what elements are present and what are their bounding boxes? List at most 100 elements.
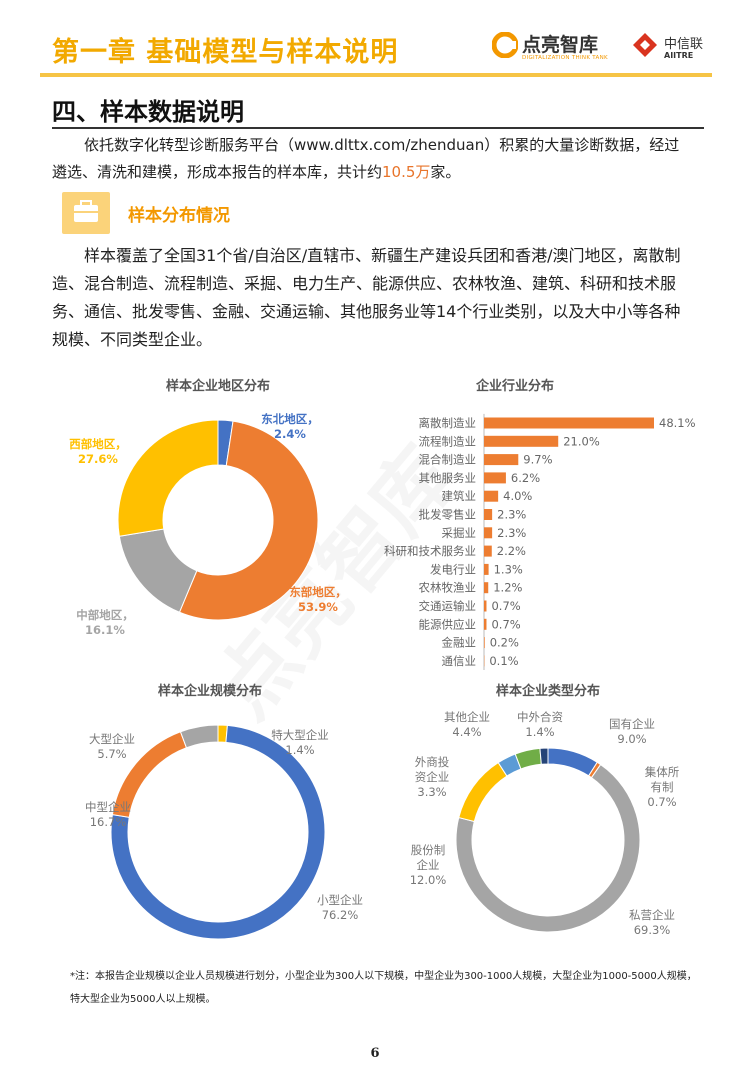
chart-title: 样本企业类型分布: [496, 683, 600, 699]
category-label: 通信业: [442, 654, 477, 668]
data-label: 东北地区， 2.4%: [250, 412, 330, 442]
category-label: 西部地区，: [69, 437, 127, 451]
value-label: 6.2%: [511, 471, 540, 485]
category-label: 其他企业: [444, 710, 490, 724]
bar: [484, 472, 506, 484]
category-label: 中部地区，: [76, 608, 134, 622]
subsection-title: 样本分布情况: [128, 206, 230, 226]
data-label: 集体所有制 0.7%: [642, 765, 682, 810]
donut-segment: [539, 747, 549, 765]
logo-icon: [492, 32, 518, 58]
data-label: 中外合资 1.4%: [505, 710, 575, 740]
value-label: 21.0%: [563, 434, 600, 448]
donut-segment: [178, 420, 319, 621]
category-label: 小型企业: [317, 893, 363, 907]
value-label: 2.4%: [274, 427, 306, 441]
donut-segment: [458, 761, 508, 823]
data-label: 大型企业 5.7%: [77, 732, 147, 762]
data-label: 小型企业 76.2%: [305, 893, 375, 923]
value-label: 0.7%: [647, 795, 677, 809]
value-label: 2.2%: [497, 544, 526, 558]
donut-segment: [547, 747, 598, 777]
value-label: 0.2%: [490, 636, 519, 650]
category-label: 农林牧渔业: [419, 581, 477, 595]
data-label: 中型企业 16.7%: [73, 800, 143, 830]
bar: [484, 563, 489, 575]
category-label: 离散制造业: [419, 416, 477, 430]
logo-text: 中信联: [664, 37, 704, 52]
icon: [74, 200, 98, 222]
data-label: 特大型企业 1.4%: [265, 728, 335, 758]
value-label: 5.7%: [97, 747, 127, 761]
bar: [484, 637, 485, 649]
chart-title: 样本企业规模分布: [158, 683, 262, 699]
chapter-title: 第一章 基础模型与样本说明: [52, 37, 399, 68]
donut-segment: [117, 419, 219, 537]
value-label: 0.1%: [489, 654, 518, 668]
section-title: 四、样本数据说明: [52, 98, 244, 126]
data-label: 国有企业 9.0%: [597, 717, 667, 747]
value-label: 1.4%: [285, 743, 315, 757]
data-label: 其他企业 4.4%: [432, 710, 502, 740]
logo-subtext: AIITRE: [664, 51, 694, 60]
category-label: 混合制造业: [419, 453, 477, 467]
value-label: 27.6%: [78, 452, 118, 466]
data-label: 中部地区， 16.1%: [65, 608, 145, 638]
bar: [484, 490, 499, 502]
logo-icon: [633, 33, 657, 57]
value-label: 1.2%: [493, 581, 522, 595]
value-label: 1.4%: [525, 725, 555, 739]
logo-text: 点亮智库: [522, 34, 599, 56]
data-label: 私营企业 69.3%: [617, 908, 687, 938]
bar: [484, 600, 487, 612]
chart-title: 样本企业地区分布: [166, 378, 270, 394]
header-rule: [40, 73, 712, 77]
category-label: 其他服务业: [419, 471, 477, 485]
category-label: 采掘业: [442, 526, 477, 540]
category-label: 中型企业: [85, 800, 131, 814]
logo-subtext: DIGITALIZATION THINK TANK: [522, 55, 608, 61]
paragraph: 样本覆盖了全国31个省/自治区/直辖市、新疆生产建设兵团和香港/澳门地区，离散制…: [52, 246, 681, 349]
text: 依托数字化转型诊断服务平台（www.dlttx.com/zhenduan）积累的…: [52, 136, 680, 181]
bar: [484, 417, 654, 429]
bar: [484, 618, 487, 630]
bar: [484, 509, 493, 520]
section-rule: [52, 127, 704, 129]
data-label: 股份制企业 12.0%: [408, 843, 448, 888]
value-label: 69.3%: [633, 923, 671, 937]
category-label: 建筑业: [442, 489, 477, 503]
value-label: 48.1%: [659, 416, 696, 430]
value-label: 4.4%: [452, 725, 482, 739]
category-label: 中外合资: [517, 710, 563, 724]
bar: [484, 435, 559, 447]
bar: [484, 545, 492, 557]
category-label: 集体所有制: [644, 765, 680, 794]
data-label: 东部地区， 53.9%: [278, 585, 358, 615]
value-label: 0.7%: [491, 599, 520, 613]
page-number: 6: [370, 1046, 380, 1061]
value-label: 16.7%: [89, 815, 127, 829]
category-label: 股份制企业: [410, 843, 446, 872]
value-label: 2.3%: [497, 508, 526, 522]
donut-segment: [118, 528, 198, 613]
value-label: 16.1%: [85, 623, 125, 637]
category-label: 东北地区，: [261, 412, 319, 426]
category-label: 发电行业: [430, 562, 476, 576]
highlight: 10.5万: [382, 163, 431, 181]
value-label: 9.7%: [523, 453, 552, 467]
value-label: 0.7%: [491, 617, 520, 631]
bar: [484, 454, 519, 466]
category-label: 流程制造业: [419, 434, 477, 448]
donut-segment: [455, 763, 641, 933]
text: 家。: [430, 163, 461, 181]
category-label: 交通运输业: [419, 599, 477, 613]
paragraph: 依托数字化转型诊断服务平台（www.dlttx.com/zhenduan）积累的…: [52, 132, 684, 186]
category-label: 私营企业: [629, 908, 675, 922]
data-label: 西部地区， 27.6%: [58, 437, 138, 467]
value-label: 9.0%: [617, 732, 647, 746]
bar: [484, 527, 493, 539]
bar: [484, 582, 489, 594]
value-label: 1.3%: [494, 562, 523, 576]
